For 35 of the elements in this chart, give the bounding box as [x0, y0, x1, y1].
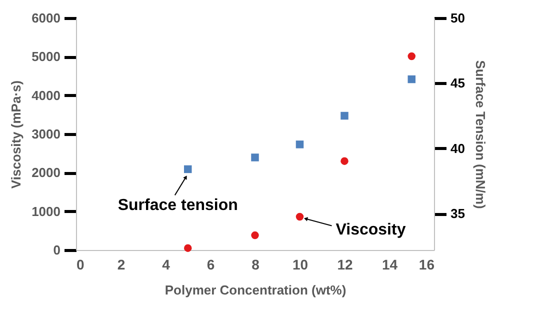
- point: [184, 165, 192, 174]
- y-tick-label: 1000: [32, 204, 60, 219]
- x-axis-title: Polymer Concentration (wt%): [164, 282, 346, 298]
- point: [296, 140, 304, 148]
- point: [408, 52, 416, 60]
- x-tick-label: 12: [337, 256, 353, 272]
- x-tick-label: 2: [117, 256, 126, 272]
- y2-tick-label: 40: [450, 140, 465, 156]
- point: [184, 244, 192, 252]
- point: [340, 112, 348, 120]
- y-tick-label: 6000: [32, 10, 60, 26]
- point: [296, 212, 304, 221]
- y-tick-label: 2000: [32, 165, 60, 180]
- point: [340, 157, 348, 165]
- y-tick-label: 5000: [32, 49, 60, 64]
- x-tick-label: 10: [292, 256, 308, 272]
- point: [408, 75, 416, 84]
- text: Surface tension: [118, 197, 238, 214]
- x-tick-label: 14: [382, 256, 398, 272]
- y-tick-label: 4000: [32, 88, 60, 103]
- y-axis-title: Viscosity (mPa·s): [8, 80, 24, 189]
- x-tick-label: 6: [206, 256, 215, 272]
- y-tick-label: 3000: [32, 126, 60, 142]
- x-tick-label: 0: [76, 256, 84, 272]
- x-tick-label: 8: [252, 256, 260, 272]
- y2-axis-title: Surface Tension (mN/m): [472, 60, 488, 209]
- x-tick-label: 4: [162, 256, 170, 272]
- y2-tick-label: 45: [450, 76, 465, 91]
- point: [251, 231, 259, 240]
- text: Viscosity: [336, 222, 406, 239]
- y2-tick-label: 50: [450, 10, 465, 26]
- y-tick-label: 0: [53, 242, 60, 258]
- y2-tick-label: 35: [450, 206, 465, 222]
- x-tick-label: 16: [418, 256, 435, 272]
- point: [251, 154, 259, 162]
